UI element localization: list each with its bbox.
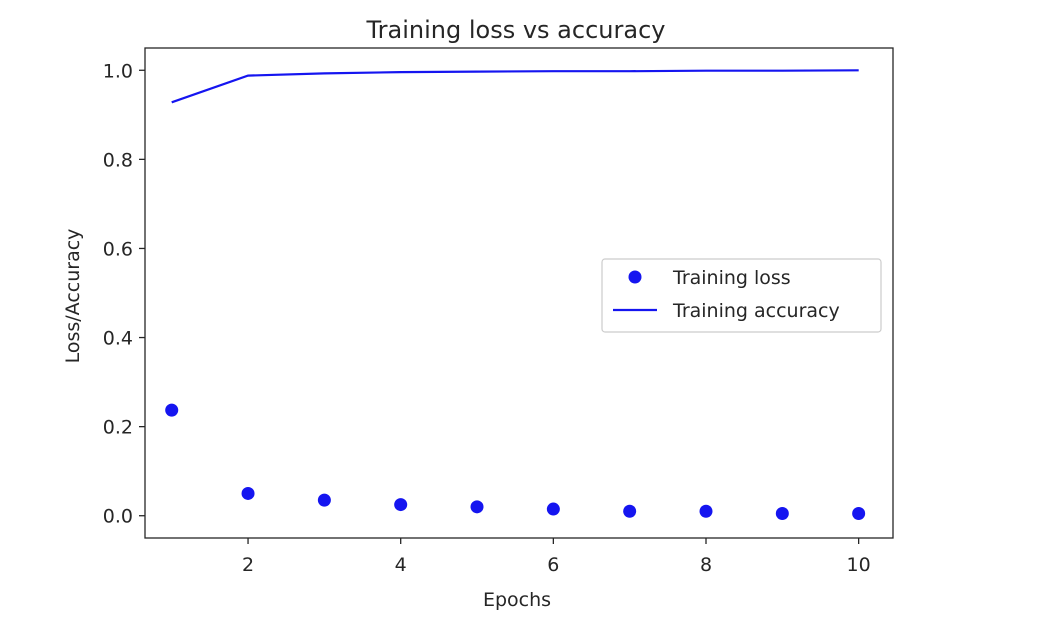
y-tick-label: 0.2 [103, 417, 133, 439]
legend: Training loss Training accuracy [601, 258, 882, 333]
x-tick-label: 8 [700, 554, 712, 576]
loss-point [317, 493, 331, 507]
x-axis-label: Epochs [483, 589, 551, 611]
y-tick-label: 0.0 [103, 506, 133, 528]
legend-dot-marker [628, 270, 642, 284]
x-tick-label: 2 [242, 554, 254, 576]
loss-point [470, 500, 484, 514]
legend-label: Training loss [672, 267, 791, 289]
y-tick-label: 0.6 [103, 238, 133, 260]
loss-point [546, 502, 560, 516]
loss-point [852, 507, 866, 520]
legend-box [601, 258, 882, 333]
x-tick-label: 10 [847, 554, 871, 576]
y-axis-label: Loss/Accuracy [62, 229, 84, 364]
loss-point [775, 507, 789, 520]
plot-area: 0.0 0.2 0.4 0.6 0.8 1.0 2 4 6 8 10 [103, 47, 894, 576]
accuracy-line [171, 69, 859, 104]
loss-point [623, 504, 637, 518]
y-tick-label: 0.4 [103, 328, 133, 350]
axes-frame [144, 47, 894, 539]
y-tick-label: 1.0 [103, 60, 133, 82]
loss-point [241, 486, 255, 500]
x-tick-label: 6 [547, 554, 559, 576]
y-tick-label: 0.8 [103, 149, 133, 171]
chart-title: Training loss vs accuracy [366, 16, 666, 44]
x-tick-label: 4 [395, 554, 407, 576]
loss-point [699, 504, 713, 518]
legend-label: Training accuracy [672, 300, 840, 322]
loss-point [394, 498, 408, 512]
loss-point [165, 403, 179, 417]
